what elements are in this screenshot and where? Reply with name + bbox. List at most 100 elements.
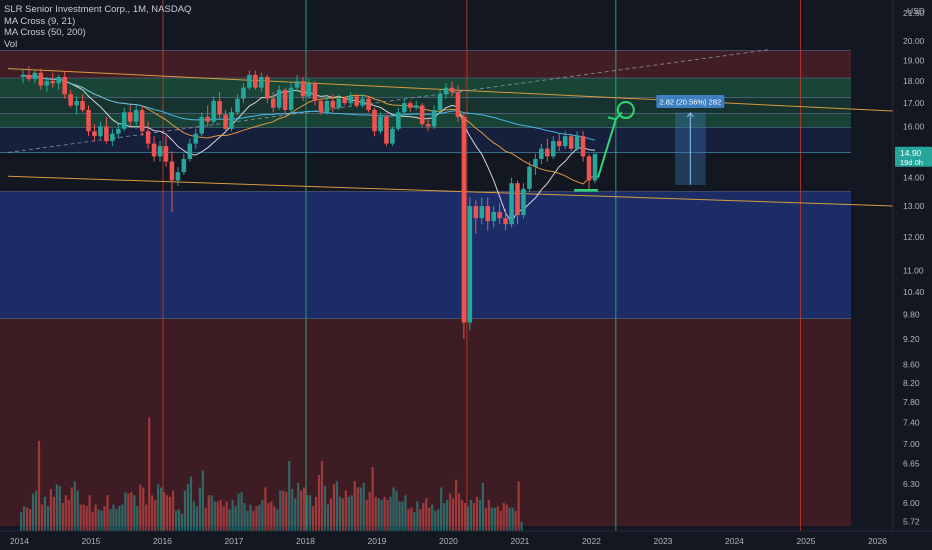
candle-2021-02 (527, 161, 532, 192)
candle-body (276, 89, 282, 108)
y-tick-label: 20.00 (903, 36, 925, 46)
volume-bar (401, 501, 404, 531)
candle-body (443, 87, 449, 95)
candle-body (515, 183, 520, 216)
currency-label: USD (907, 6, 925, 16)
candle-2020-03 (461, 112, 467, 339)
candle-body (199, 116, 205, 134)
candle-body (104, 126, 109, 142)
y-tick-label: 7.80 (903, 397, 920, 407)
candle-2020-10 (503, 209, 508, 231)
volume-bar (276, 509, 279, 531)
candle-2015-06 (121, 107, 127, 132)
candle-body (163, 146, 169, 162)
volume-bar (183, 490, 187, 531)
volume-bar (88, 495, 91, 531)
candle-2017-07 (270, 92, 276, 113)
vertical-marker-layer (162, 0, 802, 531)
candle-2020-12 (515, 180, 520, 225)
x-tick-label: 2021 (511, 536, 530, 546)
volume-bar (79, 504, 82, 531)
volume-bar (353, 481, 356, 531)
candle-2014-06 (50, 72, 56, 88)
candle-2017-11 (294, 74, 300, 93)
candle-2018-02 (312, 81, 318, 106)
candle-2019-12 (443, 83, 449, 99)
volume-bar (267, 503, 270, 531)
candle-2018-01 (306, 79, 312, 99)
y-tick-label: 7.40 (903, 417, 920, 427)
candle-2019-11 (437, 89, 443, 113)
volume-bar (451, 498, 455, 531)
volume-bar (133, 495, 136, 531)
candle-body (50, 81, 56, 84)
volume-bar (121, 504, 124, 531)
volume-bar (356, 487, 359, 531)
candle-2015-10 (145, 121, 151, 149)
volume-bar (136, 506, 139, 531)
volume-bar (499, 510, 502, 531)
candle-body (580, 136, 586, 157)
volume-bar (365, 499, 368, 531)
legend-volume[interactable]: Vol (4, 38, 18, 50)
candle-body (20, 74, 26, 77)
candle-body (455, 92, 461, 117)
volume-bar (163, 492, 166, 531)
volume-bar (61, 503, 64, 531)
candle-body (568, 136, 574, 149)
candle-2019-01 (378, 112, 383, 134)
volume-bar (20, 512, 23, 531)
candle-2020-01 (449, 81, 455, 97)
price-axis[interactable]: 21.5020.0019.0018.0017.0016.0015.0014.00… (903, 8, 925, 526)
candle-2017-09 (282, 87, 288, 115)
x-tick-label: 2024 (725, 536, 744, 546)
volume-bar (189, 476, 193, 531)
volume-bar (407, 509, 410, 531)
candle-2017-05 (259, 72, 264, 93)
candle-body (449, 87, 455, 93)
zone-band-lower (0, 318, 851, 526)
volume-bar (517, 481, 520, 531)
volume-bar (410, 507, 413, 531)
candle-body (545, 148, 550, 157)
volume-bar (332, 484, 336, 531)
volume-bar (508, 507, 511, 531)
legend-ma-cross-9-21[interactable]: MA Cross (9, 21) (4, 15, 76, 27)
candle-2015-01 (92, 124, 97, 142)
time-axis[interactable]: 2014 2015 2016 2017 2018 2019 2020 2021 2022 2023… (10, 536, 887, 546)
candle-body (342, 98, 348, 104)
zone-band-4 (0, 127, 851, 153)
candle-body (205, 116, 210, 122)
candle-2014-07 (56, 74, 62, 90)
volume-bar (323, 485, 327, 531)
volume-bar (279, 490, 282, 531)
volume-bar (496, 506, 499, 531)
candle-body (503, 218, 508, 225)
volume-bar (347, 496, 350, 531)
candle-2017-02 (241, 83, 246, 104)
volume-bar (160, 487, 163, 531)
candle-body (86, 109, 91, 132)
candle-2016-11 (223, 109, 228, 134)
candle-2016-09 (211, 96, 216, 125)
volume-bar (311, 506, 315, 531)
y-tick-label: 6.30 (903, 479, 920, 489)
candle-body (372, 109, 377, 132)
level-line-layer (0, 50, 851, 319)
legend-ma-cross-50-200[interactable]: MA Cross (50, 200) (4, 27, 86, 38)
volume-bar (395, 490, 398, 531)
volume-bar (389, 496, 392, 531)
volume-bar (154, 499, 157, 531)
volume-bar (502, 503, 505, 531)
candle-body (211, 100, 216, 122)
volume-bar (475, 496, 479, 531)
candle-2021-04 (539, 143, 544, 165)
volume-bar (165, 495, 169, 531)
volume-bar (55, 484, 58, 531)
candle-2018-11 (366, 96, 371, 113)
candle-2020-08 (491, 206, 496, 228)
legend-title[interactable]: SLR Senior Investment Corp., 1M, NASDAQ (4, 4, 192, 15)
candle-2014-10 (74, 96, 79, 115)
candle-body (145, 131, 151, 144)
